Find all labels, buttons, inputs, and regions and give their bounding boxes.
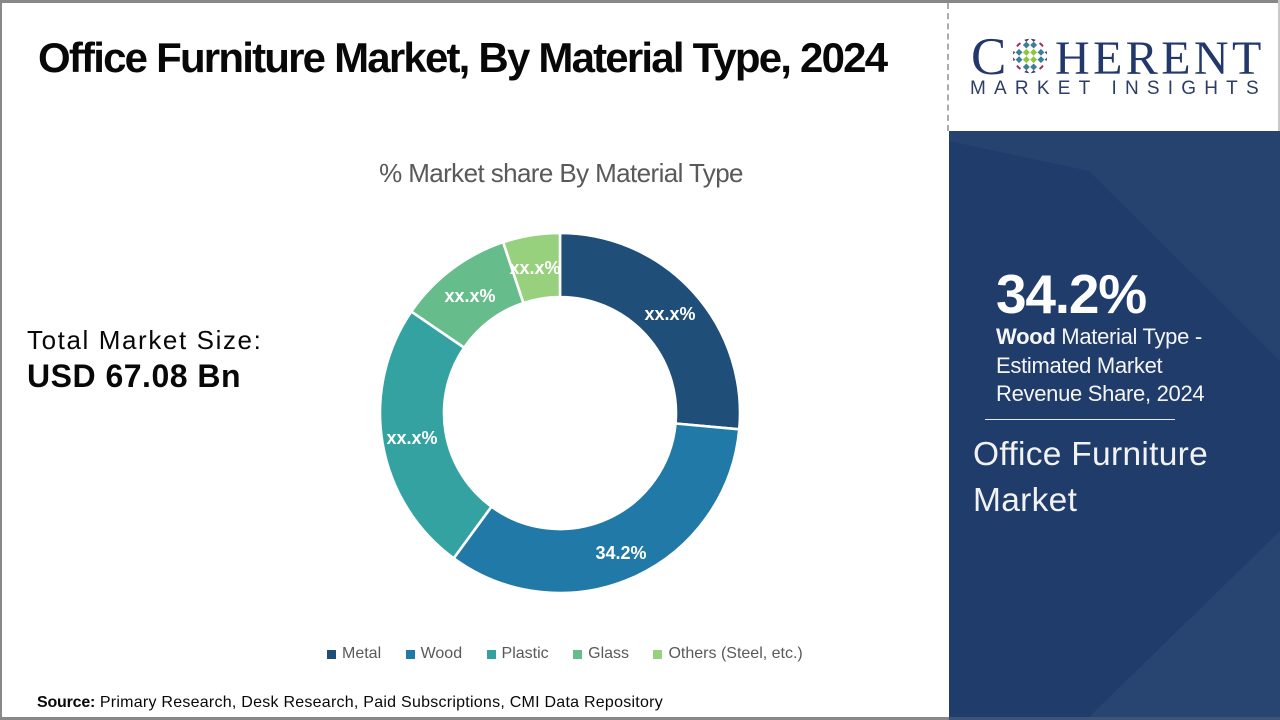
svg-text:C: C [971, 28, 1006, 86]
svg-text:xx.x%: xx.x% [444, 286, 495, 306]
svg-text:MARKET INSIGHTS: MARKET INSIGHTS [970, 78, 1267, 99]
svg-text:xx.x%: xx.x% [644, 304, 695, 324]
svg-text:34.2%: 34.2% [595, 543, 646, 563]
svg-text:HERENT: HERENT [1055, 32, 1265, 85]
svg-text:xx.x%: xx.x% [509, 258, 560, 278]
svg-text:xx.x%: xx.x% [386, 428, 437, 448]
